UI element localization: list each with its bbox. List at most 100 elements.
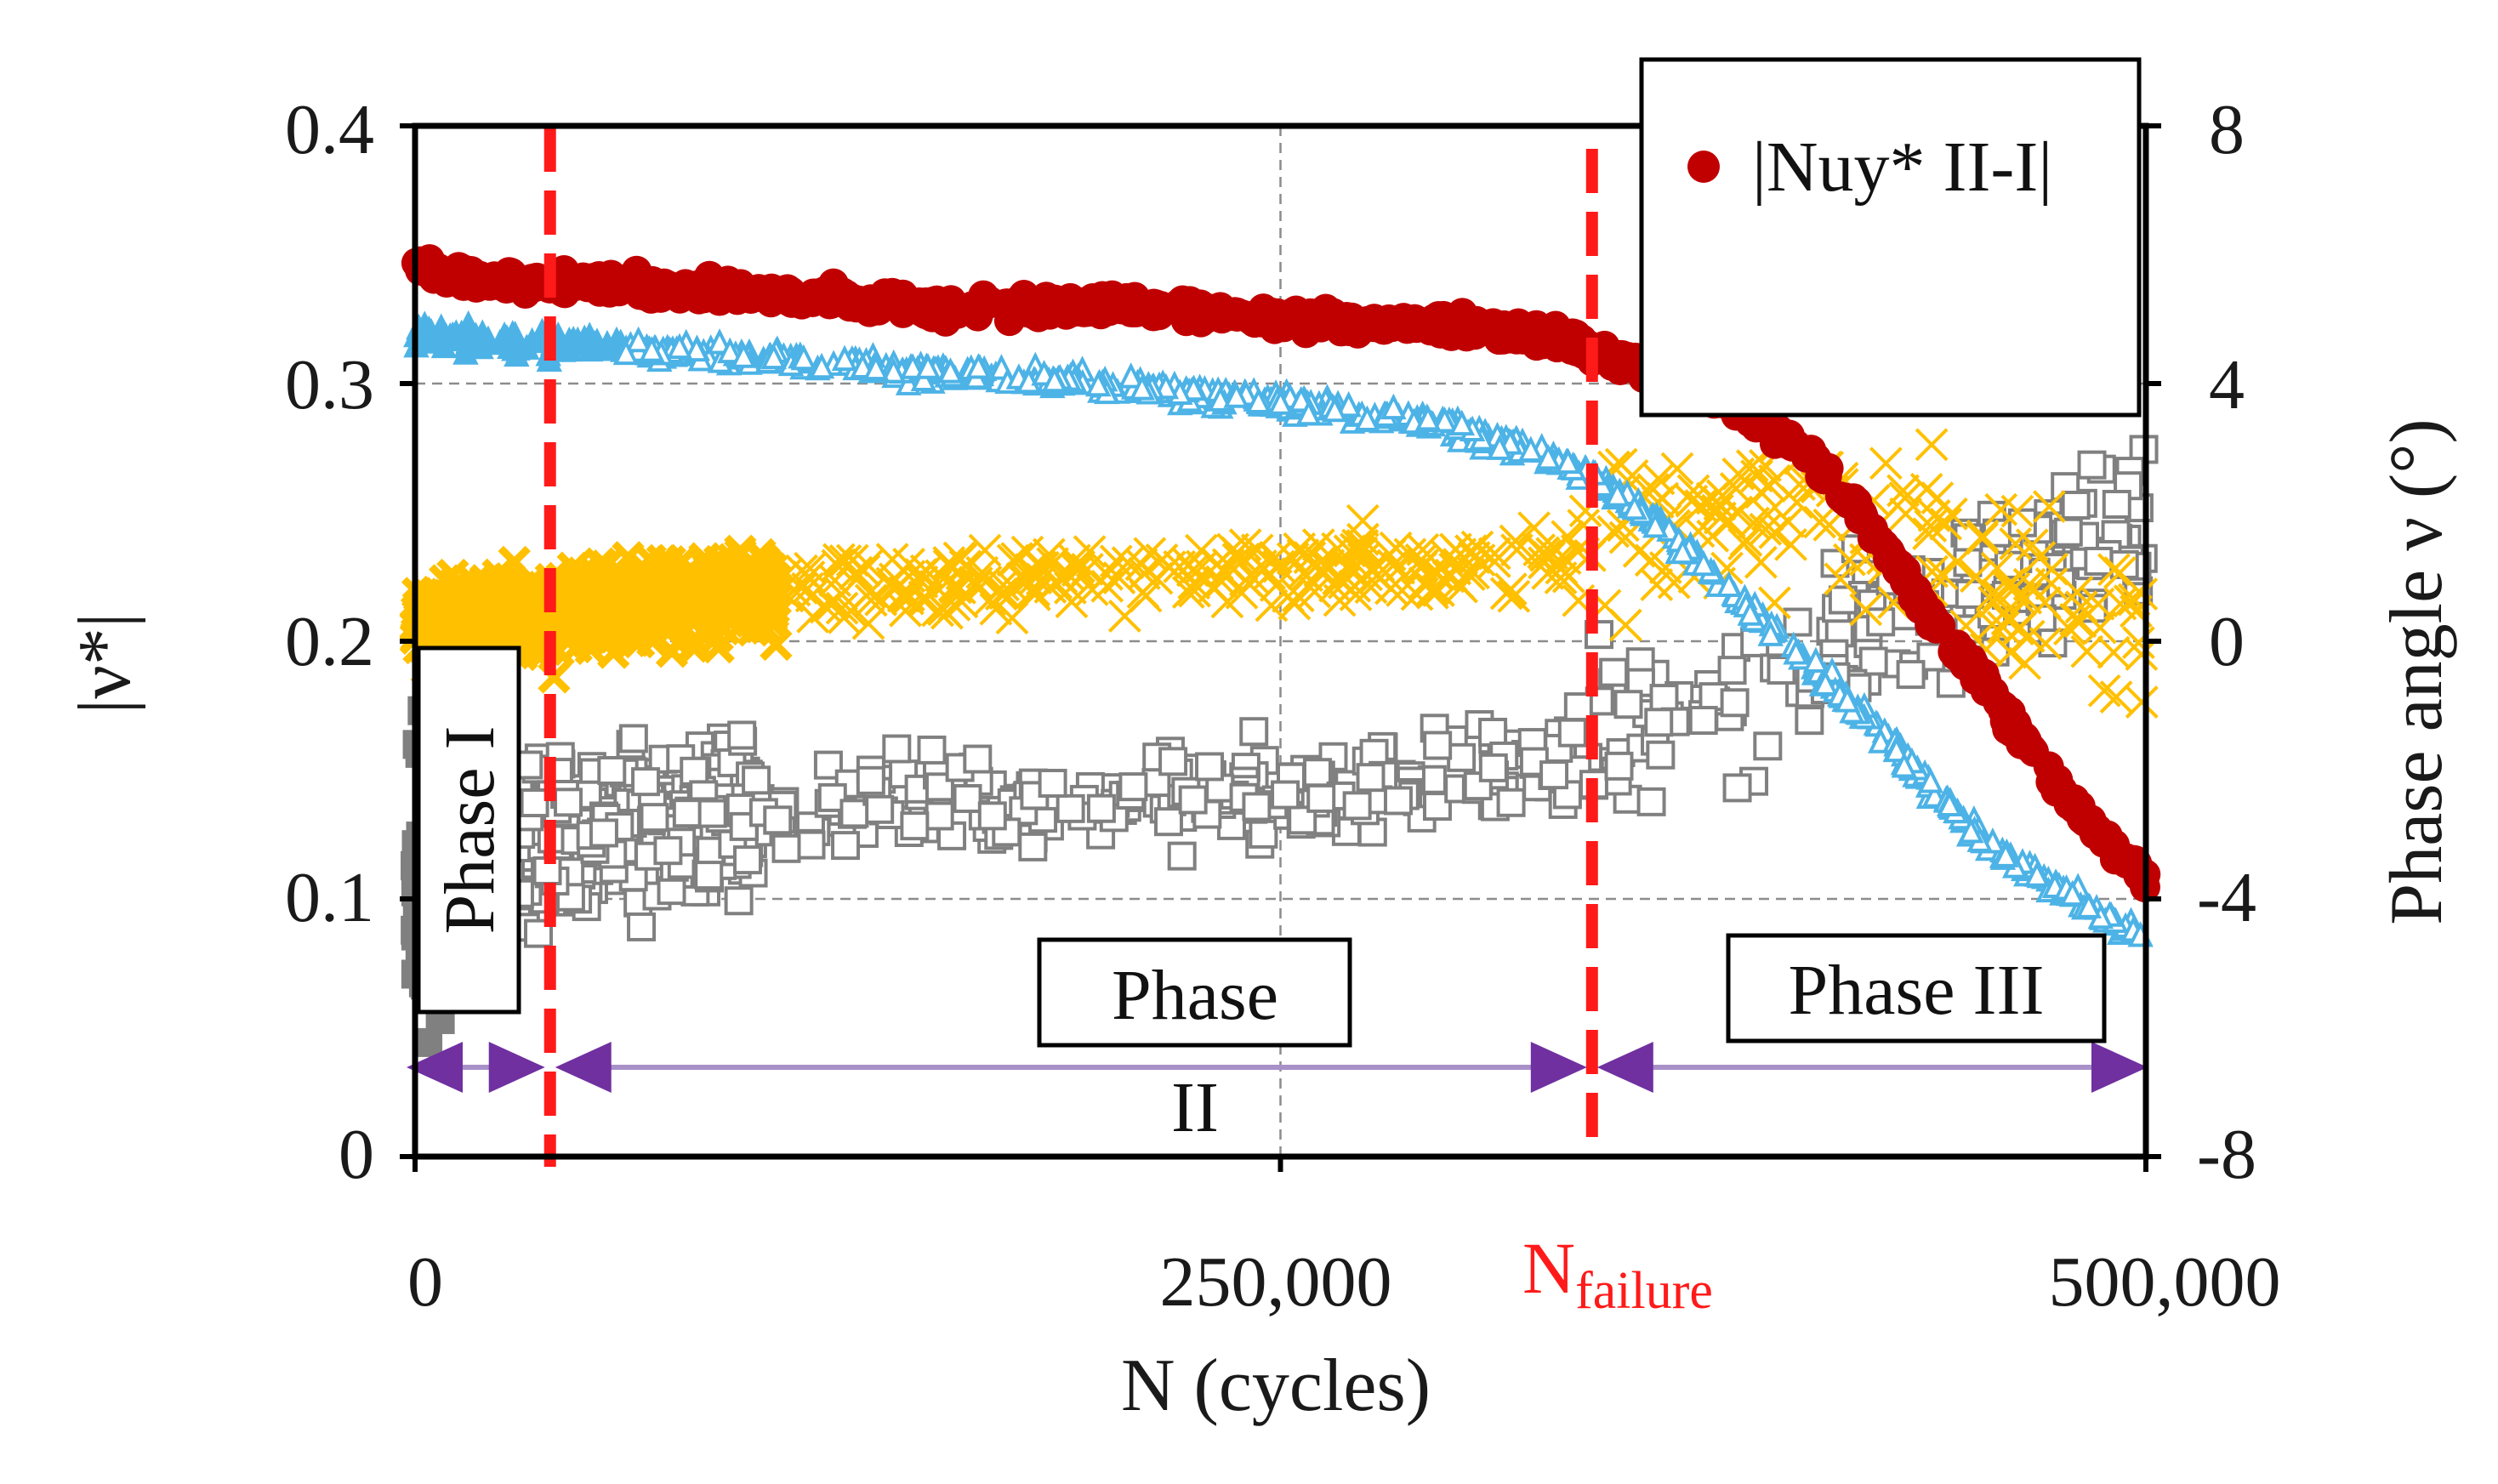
grey-square-mark	[1038, 769, 1067, 799]
y2-tick-neg8: -8	[2197, 1115, 2256, 1194]
phase-ii-arrow-head-right	[1530, 1042, 1587, 1093]
grey-square-mark	[597, 756, 627, 786]
grey-square-mark	[1539, 760, 1569, 790]
yellow-cross-mark	[740, 577, 773, 611]
yellow-cross-mark	[2011, 619, 2046, 653]
grey-square-mark	[917, 735, 947, 765]
failure-label-sub: failure	[1575, 1262, 1713, 1320]
yellow-cross-mark	[1984, 492, 2018, 526]
yellow-cross-mark	[889, 594, 922, 628]
yellow-cross-mark	[2070, 634, 2104, 668]
red-circle-mark	[1604, 339, 1636, 371]
grey-square-mark	[680, 756, 709, 786]
grey-square-mark	[1717, 656, 1747, 685]
yellow-cross-mark	[1133, 537, 1167, 571]
grey-square-mark	[627, 912, 657, 941]
yellow-cross-mark	[1772, 504, 1805, 538]
red-circle-mark	[1957, 649, 1989, 680]
grey-square-mark	[1644, 708, 1674, 737]
yellow-cross-mark	[1308, 555, 1341, 589]
grey-square-mark	[1118, 772, 1148, 802]
yellow-cross-mark	[2103, 556, 2137, 589]
grey-square-mark	[1356, 763, 1386, 793]
grey-square-mark	[977, 801, 1007, 831]
grey-square-mark	[1646, 740, 1676, 770]
yellow-cross-mark	[1528, 538, 1562, 572]
yellow-cross-mark	[2063, 605, 2097, 639]
yellow-cross-mark	[1735, 449, 1769, 483]
yellow-cross-mark	[1966, 519, 2000, 553]
red-circle-mark	[1239, 307, 1271, 338]
grey-square-mark	[1496, 787, 1526, 817]
grey-square-mark	[813, 750, 843, 780]
yellow-cross-mark	[754, 602, 788, 635]
red-circle-mark	[872, 287, 903, 319]
grey-square-mark	[1828, 585, 1858, 615]
red-circle-mark	[2088, 827, 2120, 858]
yellow-cross-mark	[1071, 552, 1104, 586]
yellow-cross-mark	[932, 545, 966, 579]
grey-square-mark	[2109, 549, 2139, 579]
yellow-cross-mark	[1744, 475, 1778, 509]
grey-square-mark	[2053, 517, 2083, 547]
grey-square-mark	[882, 734, 912, 764]
grey-square-mark	[1896, 660, 1926, 690]
grey-square-mark	[697, 799, 727, 828]
grey-square-mark	[1154, 807, 1184, 837]
yellow-cross-mark	[1360, 559, 1394, 593]
failure-label: Nfailure	[1522, 1227, 1713, 1320]
x-axis-title: N (cycles)	[1121, 1345, 1431, 1427]
grey-square-mark	[555, 882, 585, 912]
yellow-cross-mark	[1185, 533, 1218, 567]
grey-square-mark	[1649, 684, 1679, 714]
yellow-cross-mark	[932, 549, 966, 583]
y2-axis-title: Phase angle ν (°)	[2376, 418, 2458, 924]
yellow-cross-mark	[1276, 542, 1310, 576]
yellow-cross-mark	[1499, 524, 1533, 558]
yellow-cross-mark	[1999, 526, 2033, 560]
yellow-cross-mark	[1051, 557, 1085, 591]
yellow-cross-mark	[864, 583, 898, 617]
grey-square-mark	[1636, 787, 1666, 816]
yellow-cross-mark	[1849, 593, 1883, 627]
yellow-cross-mark	[1443, 537, 1477, 571]
yellow-cross-mark	[600, 605, 634, 639]
red-circle-mark	[1397, 309, 1428, 340]
yellow-cross-mark	[1920, 481, 1955, 515]
yellow-cross-mark	[1925, 557, 1959, 591]
grey-square-mark	[1688, 706, 1718, 736]
yellow-cross-mark	[463, 596, 497, 630]
grey-square-mark	[672, 799, 702, 828]
y-axis-title: |ν*|	[64, 612, 146, 714]
grey-square-mark	[831, 831, 861, 861]
yellow-cross-mark	[1221, 543, 1255, 577]
red-circle-mark	[1011, 293, 1043, 325]
yellow-cross-mark	[1107, 600, 1141, 633]
grey-square-mark	[937, 821, 967, 850]
grey-square-mark	[2077, 450, 2107, 480]
yellow-cross-mark	[792, 560, 826, 594]
red-circle-mark	[1300, 304, 1332, 336]
yellow-cross-mark	[1225, 576, 1259, 610]
grey-square-mark	[589, 818, 618, 848]
yellow-cross-mark	[1915, 428, 1949, 462]
red-circle-mark	[621, 255, 652, 287]
yellow-cross-mark	[1102, 561, 1136, 594]
phase-ii-label-line1: Phase	[1112, 956, 1278, 1035]
yellow-cross-mark	[640, 605, 674, 638]
grey-square-mark	[520, 788, 549, 818]
red-circle-mark	[756, 273, 788, 304]
yellow-cross-mark	[1061, 554, 1095, 588]
yellow-cross-mark	[1869, 446, 1903, 480]
yellow-cross-mark	[968, 533, 1002, 567]
yellow-cross-mark	[1226, 543, 1260, 576]
red-circle-mark	[2066, 803, 2097, 834]
yellow-cross-mark	[2003, 582, 2037, 616]
yellow-cross-mark	[1889, 497, 1923, 531]
grey-square-mark	[1722, 773, 1752, 803]
grey-square-mark	[953, 783, 982, 813]
yellow-cross-mark	[1027, 550, 1060, 584]
yellow-cross-mark	[2035, 552, 2068, 586]
yellow-cross-mark	[794, 551, 827, 585]
y2-tick-4: 4	[2209, 345, 2245, 424]
